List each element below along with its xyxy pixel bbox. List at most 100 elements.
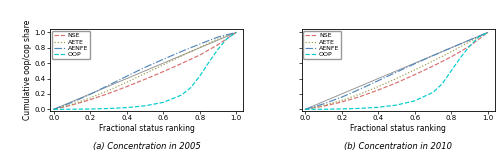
OOP: [412, 100, 418, 102]
NSE: [50, 108, 56, 110]
Line: NSE: NSE: [305, 32, 488, 109]
AETE: [412, 69, 418, 71]
AETE: [160, 64, 166, 66]
AETE: [124, 81, 130, 83]
NSE: [106, 93, 112, 95]
NSE: [160, 71, 166, 73]
Line: AETE: AETE: [305, 32, 488, 109]
OOP: [188, 87, 194, 89]
AENFE: [338, 96, 344, 98]
OOP: [206, 61, 212, 63]
OOP: [302, 108, 308, 110]
OOP: [178, 94, 184, 96]
OOP: [320, 108, 326, 110]
AENFE: [178, 51, 184, 52]
AETE: [142, 73, 148, 74]
AENFE: [142, 66, 148, 68]
OOP: [484, 31, 490, 33]
AETE: [106, 89, 112, 91]
AETE: [394, 78, 400, 80]
X-axis label: Fractional status ranking: Fractional status ranking: [350, 124, 446, 133]
AENFE: [160, 58, 166, 60]
AENFE: [357, 88, 363, 90]
AETE: [196, 46, 202, 48]
AENFE: [87, 93, 93, 95]
Text: (b) Concentration in 2010: (b) Concentration in 2010: [344, 142, 453, 151]
OOP: [394, 104, 400, 106]
AETE: [215, 38, 221, 40]
NSE: [412, 74, 418, 76]
AETE: [87, 97, 93, 99]
AETE: [357, 93, 363, 95]
AENFE: [412, 63, 418, 65]
AENFE: [430, 55, 436, 57]
OOP: [466, 45, 472, 47]
NSE: [87, 99, 93, 101]
NSE: [484, 31, 490, 33]
AENFE: [484, 31, 490, 33]
AETE: [50, 108, 56, 110]
Line: AETE: AETE: [54, 32, 236, 109]
NSE: [394, 82, 400, 84]
OOP: [224, 38, 230, 40]
NSE: [124, 86, 130, 88]
NSE: [233, 31, 239, 33]
OOP: [458, 57, 464, 59]
AETE: [484, 31, 490, 33]
OOP: [338, 108, 344, 110]
AENFE: [196, 43, 202, 45]
AENFE: [50, 108, 56, 110]
OOP: [124, 107, 130, 109]
AETE: [178, 55, 184, 57]
AENFE: [69, 101, 75, 103]
NSE: [430, 65, 436, 67]
Legend: NSE, AETE, AENFE, OOP: NSE, AETE, AENFE, OOP: [52, 31, 90, 59]
NSE: [338, 101, 344, 103]
AENFE: [215, 36, 221, 38]
AETE: [375, 86, 381, 88]
OOP: [196, 75, 202, 77]
NSE: [196, 54, 202, 56]
AETE: [69, 103, 75, 105]
AENFE: [466, 39, 472, 41]
AENFE: [448, 47, 454, 49]
NSE: [448, 56, 454, 58]
NSE: [466, 45, 472, 47]
AETE: [430, 60, 436, 62]
AETE: [302, 108, 308, 110]
NSE: [375, 89, 381, 91]
AENFE: [320, 103, 326, 105]
NSE: [302, 108, 308, 110]
OOP: [439, 83, 445, 85]
Legend: NSE, AETE, AENFE, OOP: NSE, AETE, AENFE, OOP: [304, 31, 342, 59]
NSE: [320, 105, 326, 107]
OOP: [69, 108, 75, 110]
AENFE: [124, 75, 130, 77]
AETE: [233, 31, 239, 33]
NSE: [178, 63, 184, 65]
OOP: [375, 106, 381, 108]
Line: NSE: NSE: [54, 32, 236, 109]
OOP: [142, 105, 148, 107]
OOP: [215, 48, 221, 50]
AENFE: [106, 84, 112, 86]
AETE: [448, 51, 454, 53]
AETE: [320, 104, 326, 106]
OOP: [106, 108, 112, 110]
NSE: [357, 96, 363, 98]
OOP: [50, 108, 56, 110]
OOP: [87, 108, 93, 110]
OOP: [476, 36, 482, 38]
NSE: [69, 104, 75, 106]
NSE: [215, 44, 221, 46]
AENFE: [233, 31, 239, 33]
OOP: [160, 101, 166, 103]
OOP: [448, 70, 454, 72]
OOP: [430, 91, 436, 93]
AETE: [466, 41, 472, 43]
Line: OOP: OOP: [305, 32, 488, 109]
AETE: [338, 99, 344, 101]
Line: AENFE: AENFE: [305, 32, 488, 109]
OOP: [357, 107, 363, 109]
Text: (a) Concentration in 2005: (a) Concentration in 2005: [93, 142, 200, 151]
